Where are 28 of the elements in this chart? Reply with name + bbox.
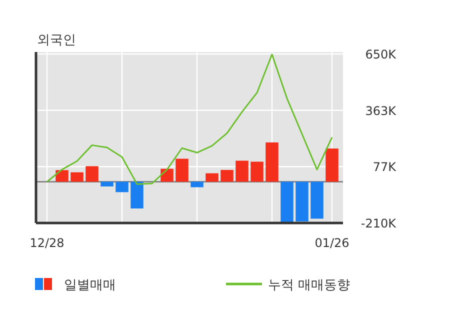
line-series [46, 54, 333, 185]
bar [176, 158, 188, 182]
bar [190, 182, 204, 188]
bar [130, 182, 144, 208]
bar [206, 173, 218, 182]
bar [266, 142, 278, 182]
bar [250, 162, 264, 182]
chart-title: 외국인 [37, 33, 76, 48]
bar [100, 182, 114, 186]
legend-label: 일별매매 [64, 278, 116, 293]
bar [296, 182, 308, 222]
legend-label: 누적 매매동향 [268, 278, 350, 293]
bar [236, 160, 248, 182]
bar [56, 170, 68, 182]
bar [86, 166, 98, 182]
bar [280, 182, 294, 223]
y-tick-label: 363K [365, 104, 398, 118]
bar [310, 182, 324, 219]
bar [160, 168, 174, 182]
y-tick-label: 650K [365, 48, 398, 62]
bar [70, 172, 84, 182]
y-tick-label: 77K [372, 160, 398, 174]
y-tick-label: -210K [360, 216, 398, 230]
bar [116, 182, 128, 192]
x-tick-label: 12/28 [30, 236, 64, 250]
bar [220, 170, 234, 182]
x-tick-label: 01/26 [314, 236, 350, 250]
bar [326, 148, 338, 182]
